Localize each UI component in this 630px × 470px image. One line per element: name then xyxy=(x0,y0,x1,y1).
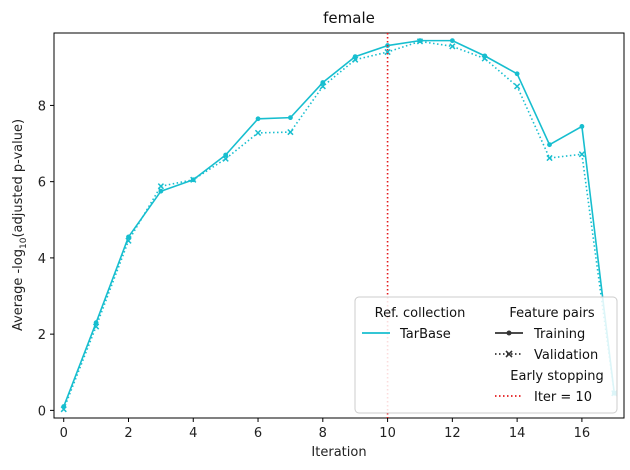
data-point xyxy=(384,48,391,56)
series-lines xyxy=(62,39,616,410)
data-point xyxy=(190,176,197,183)
y-label-subscript: 10 xyxy=(19,237,29,249)
x-tick-label: 8 xyxy=(319,426,327,441)
data-point xyxy=(320,80,326,85)
legend-box xyxy=(354,296,618,414)
data-point xyxy=(92,323,100,330)
data-point xyxy=(255,116,261,122)
data-point xyxy=(60,406,67,413)
data-point xyxy=(352,56,359,63)
data-point xyxy=(514,71,520,77)
legend-training-label: Training xyxy=(533,327,585,342)
data-point xyxy=(222,155,229,162)
x-tick-label: 2 xyxy=(124,426,132,441)
y-tick-label: 6 xyxy=(38,176,46,191)
legend-validation-label: Validation xyxy=(534,348,598,363)
x-tick-label: 16 xyxy=(574,426,591,441)
data-point xyxy=(416,38,424,45)
data-point xyxy=(449,38,455,44)
data-point xyxy=(287,128,294,136)
data-point xyxy=(254,129,262,137)
x-axis-label: Iteration xyxy=(311,445,366,460)
y-axis: 0 2 4 6 8 xyxy=(38,99,54,419)
x-axis: 0 2 4 6 8 10 12 14 16 xyxy=(60,418,591,441)
legend-validation-marker xyxy=(505,350,513,358)
data-point xyxy=(547,142,552,148)
legend: Ref. collection TarBase Feature pairs Tr… xyxy=(354,296,618,414)
x-tick-label: 6 xyxy=(254,426,262,441)
data-point xyxy=(578,151,586,158)
data-point xyxy=(481,55,488,62)
data-point xyxy=(546,154,553,162)
data-point xyxy=(288,115,293,121)
legend-tarbase-label: TarBase xyxy=(399,327,451,342)
legend-ref-header: Ref. collection xyxy=(375,306,466,321)
y-tick-label: 2 xyxy=(38,328,46,343)
data-point xyxy=(158,188,164,194)
x-tick-label: 14 xyxy=(509,426,526,441)
series-markers xyxy=(60,38,618,413)
data-point xyxy=(449,43,456,50)
legend-training-marker xyxy=(506,330,512,336)
data-point xyxy=(513,83,521,90)
data-point xyxy=(157,183,165,190)
y-axis-label: Average -log10(adjusted p-value) xyxy=(11,119,29,331)
x-tick-label: 10 xyxy=(379,426,396,441)
legend-early-label: Iter = 10 xyxy=(534,390,592,405)
data-point xyxy=(319,83,326,90)
y-tick-label: 8 xyxy=(38,99,46,114)
chart-title: female xyxy=(323,9,375,27)
data-point xyxy=(93,320,99,326)
y-tick-label: 4 xyxy=(38,252,46,267)
y-label-suffix: (adjusted p-value) xyxy=(11,119,26,238)
data-point xyxy=(579,123,585,129)
series-line-1 xyxy=(62,40,616,410)
series-line-0 xyxy=(62,39,616,407)
x-tick-label: 0 xyxy=(60,426,68,441)
legend-feature-header: Feature pairs xyxy=(509,306,594,321)
legend-early-header: Early stopping xyxy=(510,369,603,384)
x-tick-label: 4 xyxy=(189,426,197,441)
data-point xyxy=(125,237,132,244)
data-point xyxy=(126,234,131,240)
x-tick-label: 12 xyxy=(444,426,461,441)
data-point xyxy=(223,152,229,158)
y-label-prefix: Average -log xyxy=(11,249,26,331)
y-tick-label: 0 xyxy=(38,404,46,419)
